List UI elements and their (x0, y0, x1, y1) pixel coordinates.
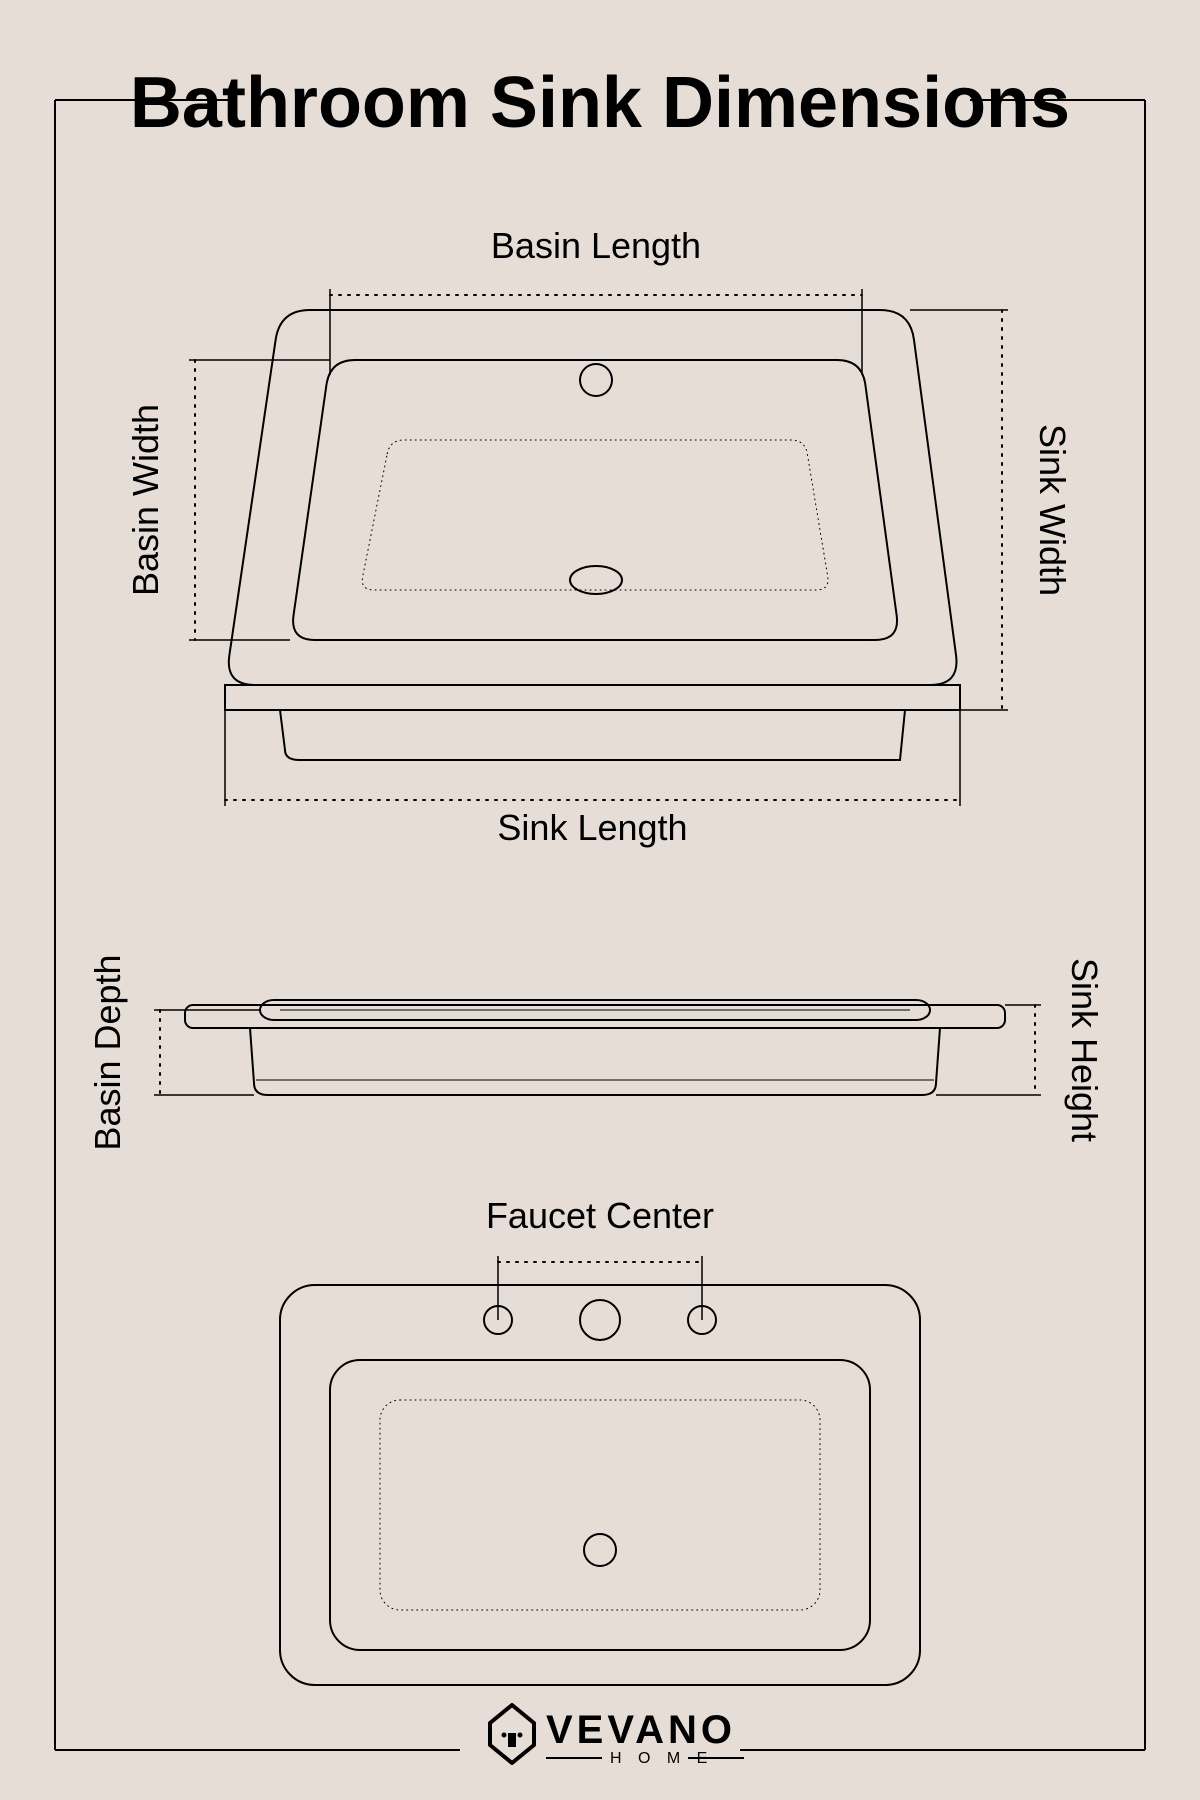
label-sink-width: Sink Width (1032, 424, 1073, 596)
background (0, 0, 1200, 1800)
brand-name: VEVANO (546, 1708, 736, 1752)
page-title: Bathroom Sink Dimensions (130, 63, 1070, 143)
label-sink-height: Sink Height (1064, 958, 1105, 1142)
label-basin-width: Basin Width (125, 404, 166, 596)
label-faucet-center: Faucet Center (486, 1195, 714, 1236)
diagram: Bathroom Sink Dimensions Basin Length Sink… (0, 0, 1200, 1800)
label-sink-length: Sink Length (497, 807, 687, 848)
label-basin-length: Basin Length (491, 225, 701, 266)
label-basin-depth: Basin Depth (87, 954, 128, 1150)
